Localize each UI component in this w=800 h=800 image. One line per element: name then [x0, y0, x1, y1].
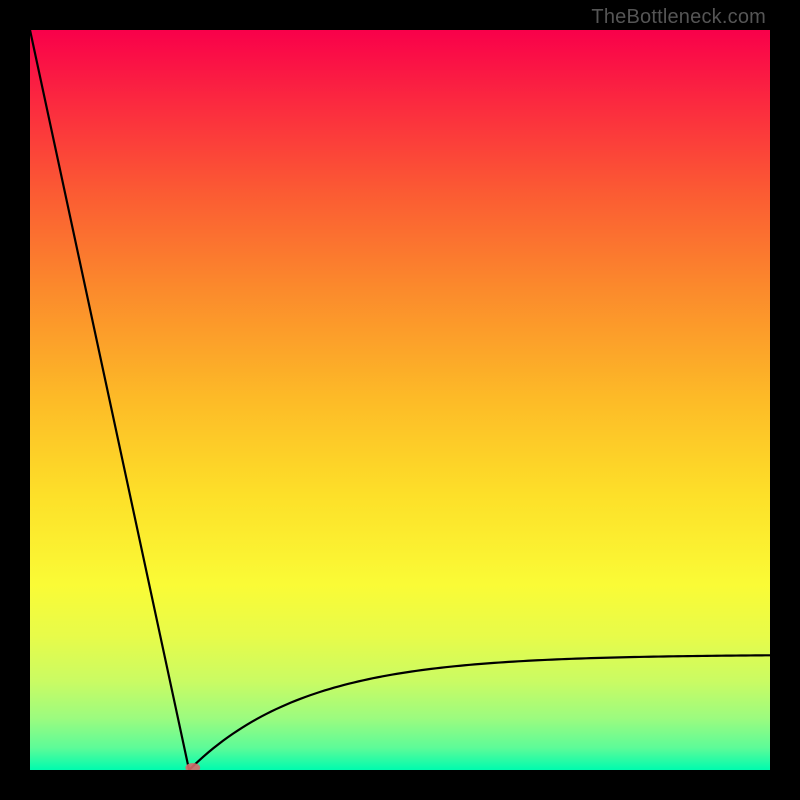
gradient-background	[30, 30, 770, 770]
watermark-text: TheBottleneck.com	[591, 6, 766, 29]
bottleneck-curve-chart	[30, 30, 770, 770]
chart-frame: TheBottleneck.com	[0, 0, 800, 800]
plot-area	[30, 30, 770, 770]
